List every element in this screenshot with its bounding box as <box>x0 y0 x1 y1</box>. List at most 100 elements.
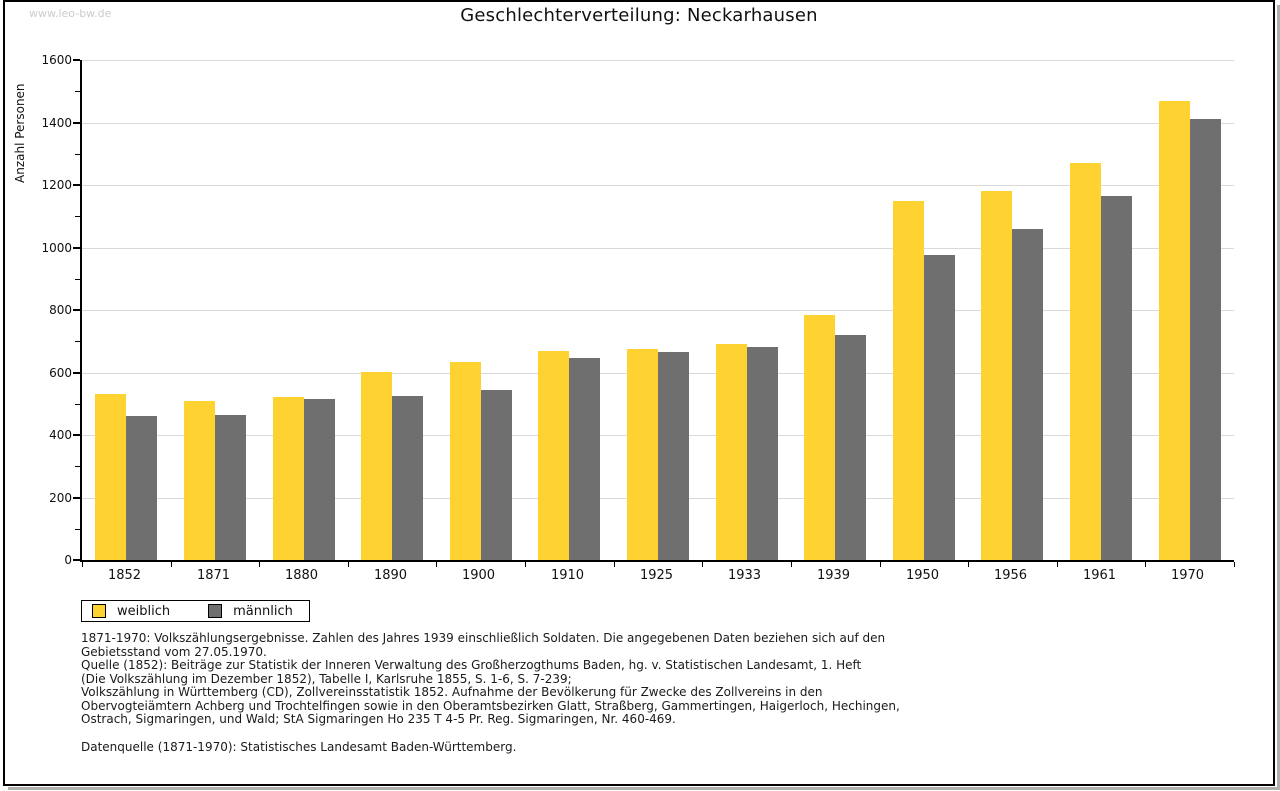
x-tick <box>259 562 260 567</box>
y-tick-minor <box>75 279 80 280</box>
y-tick-label: 400 <box>49 428 72 442</box>
x-category-label: 1970 <box>1170 568 1205 583</box>
legend-item-maennlich: männlich <box>208 604 293 619</box>
y-tick-label: 1400 <box>41 116 72 130</box>
y-tick-label: 1000 <box>41 241 72 255</box>
bar-weiblich-1933 <box>716 344 747 560</box>
y-tick-major <box>73 497 80 499</box>
x-tick <box>525 562 526 567</box>
legend-item-weiblich: weiblich <box>92 604 170 619</box>
watermark: www.leo-bw.de <box>29 7 112 20</box>
y-tick-minor <box>75 91 80 92</box>
x-category-label: 1910 <box>550 568 585 583</box>
x-tick <box>436 562 437 567</box>
x-tick <box>614 562 615 567</box>
x-category-label: 1880 <box>284 568 319 583</box>
bar-männlich-1852 <box>126 416 157 560</box>
y-tick-minor <box>75 466 80 467</box>
plot-area <box>80 60 1234 562</box>
bar-weiblich-1956 <box>981 191 1012 560</box>
x-category-label: 1890 <box>373 568 408 583</box>
x-category-label: 1956 <box>993 568 1028 583</box>
maennlich-swatch-icon <box>208 604 223 618</box>
bar-männlich-1880 <box>304 399 335 560</box>
y-gridline <box>82 123 1234 124</box>
y-tick-major <box>73 247 80 249</box>
y-tick-major <box>73 184 80 186</box>
y-tick-minor <box>75 341 80 342</box>
bar-männlich-1910 <box>569 358 600 560</box>
y-tick-major <box>73 434 80 436</box>
bar-weiblich-1852 <box>95 394 126 560</box>
y-tick-major <box>73 309 80 311</box>
y-gridline <box>82 310 1234 311</box>
y-tick-label: 1200 <box>41 178 72 192</box>
bar-weiblich-1950 <box>893 201 924 560</box>
y-gridline <box>82 248 1234 249</box>
x-tick <box>1234 562 1235 567</box>
bar-männlich-1956 <box>1012 229 1043 560</box>
x-category-label: 1939 <box>816 568 851 583</box>
datasource-note: Datenquelle (1871-1970): Statistisches L… <box>81 740 517 754</box>
frame-shadow-right <box>1277 5 1280 790</box>
y-axis-title: Anzahl Personen <box>13 83 27 183</box>
legend: weiblich männlich <box>81 600 310 622</box>
bar-weiblich-1939 <box>804 315 835 560</box>
bar-männlich-1933 <box>747 347 778 560</box>
x-category-label: 1871 <box>196 568 231 583</box>
y-tick-major <box>73 59 80 61</box>
bar-männlich-1900 <box>481 390 512 560</box>
chart: Anzahl Personen 0 200 400 600 800 1000 1200 140… <box>5 2 1269 592</box>
x-category-label: 1950 <box>905 568 940 583</box>
bar-weiblich-1970 <box>1159 101 1190 560</box>
x-tick <box>171 562 172 567</box>
y-tick-minor <box>75 529 80 530</box>
y-tick-major <box>73 372 80 374</box>
x-tick <box>702 562 703 567</box>
y-tick-minor <box>75 404 80 405</box>
x-tick <box>82 562 83 567</box>
y-tick-major <box>73 122 80 124</box>
bar-männlich-1871 <box>215 415 246 560</box>
x-category-label: 1961 <box>1082 568 1117 583</box>
x-category-label: 1900 <box>461 568 496 583</box>
y-tick-major <box>73 559 80 561</box>
y-tick-label: 0 <box>64 553 72 567</box>
bar-männlich-1890 <box>392 396 423 560</box>
y-tick-label: 200 <box>49 491 72 505</box>
bar-männlich-1950 <box>924 255 955 560</box>
bar-weiblich-1890 <box>361 372 392 560</box>
legend-label: männlich <box>233 603 293 619</box>
x-tick <box>880 562 881 567</box>
bar-weiblich-1910 <box>538 351 569 560</box>
bar-weiblich-1961 <box>1070 163 1101 560</box>
x-tick <box>348 562 349 567</box>
bar-männlich-1925 <box>658 352 689 560</box>
y-tick-label: 600 <box>49 366 72 380</box>
bar-weiblich-1900 <box>450 362 481 560</box>
bar-männlich-1961 <box>1101 196 1132 560</box>
x-tick <box>1145 562 1146 567</box>
y-tick-label: 1600 <box>41 53 72 67</box>
y-tick-label: 800 <box>49 303 72 317</box>
y-tick-minor <box>75 154 80 155</box>
y-gridline <box>82 60 1234 61</box>
x-category-label: 1925 <box>639 568 674 583</box>
x-tick <box>791 562 792 567</box>
bar-männlich-1970 <box>1190 119 1221 560</box>
footnotes: 1871-1970: Volkszählungsergebnisse. Zahl… <box>81 631 900 726</box>
y-gridline <box>82 185 1234 186</box>
x-category-label: 1852 <box>107 568 142 583</box>
x-tick <box>968 562 969 567</box>
bar-weiblich-1880 <box>273 397 304 560</box>
x-tick <box>1057 562 1058 567</box>
frame-shadow-bottom <box>8 787 1280 790</box>
y-tick-minor <box>75 216 80 217</box>
x-category-label: 1933 <box>727 568 762 583</box>
bar-weiblich-1871 <box>184 401 215 560</box>
chart-title: Geschlechterverteilung: Neckarhausen <box>460 5 818 26</box>
page-frame: www.leo-bw.de Geschlechterverteilung: Ne… <box>3 0 1275 786</box>
bar-weiblich-1925 <box>627 349 658 560</box>
legend-label: weiblich <box>117 603 171 619</box>
bar-männlich-1939 <box>835 335 866 560</box>
